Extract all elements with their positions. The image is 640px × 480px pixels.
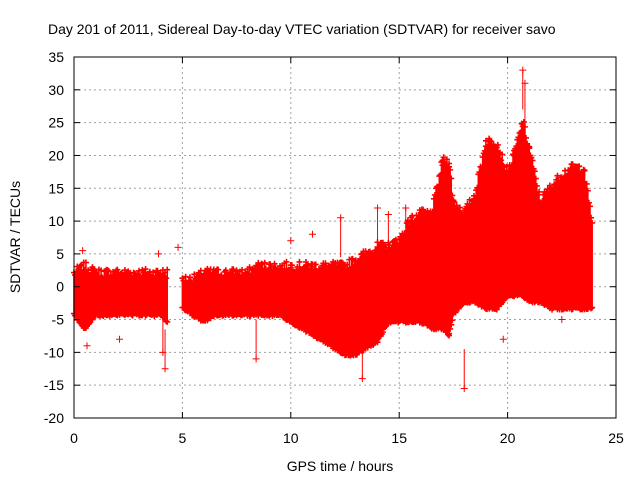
- outlier-point: [155, 250, 163, 258]
- y-tick-label: 30: [48, 82, 64, 98]
- y-tick-label: -15: [44, 377, 64, 393]
- x-tick-label: 20: [500, 430, 516, 446]
- data-points: [71, 66, 596, 392]
- outlier-point: [116, 335, 124, 343]
- outlier-point: [558, 316, 566, 324]
- y-tick-label: -20: [44, 410, 64, 426]
- x-tick-label: 5: [179, 430, 187, 446]
- outlier-point: [83, 342, 91, 350]
- y-tick-label: 20: [48, 147, 64, 163]
- x-tick-label: 25: [608, 430, 624, 446]
- outlier-point: [79, 247, 87, 255]
- x-tick-label: 0: [70, 430, 78, 446]
- chart-title: Day 201 of 2011, Sidereal Day-to-day VTE…: [48, 21, 556, 37]
- data-band: [71, 118, 596, 359]
- plot-frame: [73, 56, 617, 419]
- y-tick-label: -5: [52, 312, 65, 328]
- outlier-point: [308, 230, 316, 238]
- y-tick-label: 10: [48, 213, 64, 229]
- y-tick-label: -10: [44, 344, 64, 360]
- y-axis-label: SDTVAR / TECUs: [7, 181, 23, 293]
- outlier-point: [287, 237, 295, 245]
- y-tick-label: 25: [48, 115, 64, 131]
- outlier-point: [174, 243, 182, 251]
- x-tick-label: 15: [391, 430, 407, 446]
- y-tick-label: 5: [56, 246, 64, 262]
- y-tick-label: 0: [56, 279, 64, 295]
- x-axis-label: GPS time / hours: [287, 458, 394, 474]
- outlier-point: [499, 335, 507, 343]
- axis-ticks: 0 5 10 15 20 25 -20 -15 -10 -5 0 5 10 15 20 25 30 35: [44, 49, 624, 446]
- x-tick-label: 10: [283, 430, 299, 446]
- y-tick-label: 35: [48, 49, 64, 65]
- y-tick-label: 15: [48, 180, 64, 196]
